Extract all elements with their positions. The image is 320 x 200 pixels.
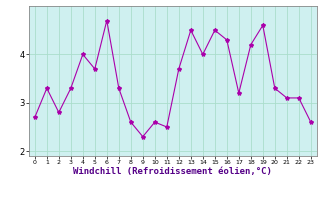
- X-axis label: Windchill (Refroidissement éolien,°C): Windchill (Refroidissement éolien,°C): [73, 167, 272, 176]
